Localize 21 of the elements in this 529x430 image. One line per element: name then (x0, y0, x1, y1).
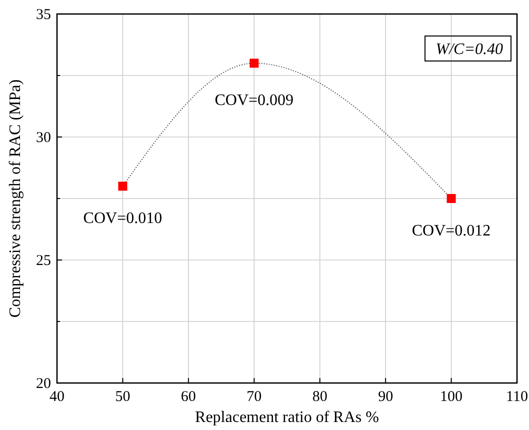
x-tick-label: 100 (440, 389, 463, 405)
annotation: W/C=0.40 (436, 41, 503, 58)
x-tick-label: 70 (246, 389, 262, 405)
annotation: COV=0.010 (83, 210, 162, 228)
y-tick-label: 25 (36, 253, 51, 269)
y-axis-title: Compressive strength of RAC (MPa) (7, 79, 24, 318)
x-tick-label: 40 (50, 389, 64, 405)
point (446, 194, 456, 203)
annotation: COV=0.012 (412, 222, 491, 240)
point (118, 182, 128, 191)
x-axis-title: Replacement ratio of RAs % (195, 409, 379, 426)
x-tick-label: 110 (506, 389, 528, 405)
annotation: COV=0.009 (214, 92, 294, 110)
x-tick-label: 60 (180, 389, 196, 405)
x-tick-label: 80 (312, 389, 328, 405)
y-tick-label: 20 (36, 376, 51, 392)
point (250, 58, 259, 68)
y-tick-label: 30 (36, 130, 51, 146)
y-tick-label: 35 (36, 7, 51, 23)
x-tick-label: 90 (378, 389, 394, 405)
x-tick-label: 50 (115, 389, 130, 405)
